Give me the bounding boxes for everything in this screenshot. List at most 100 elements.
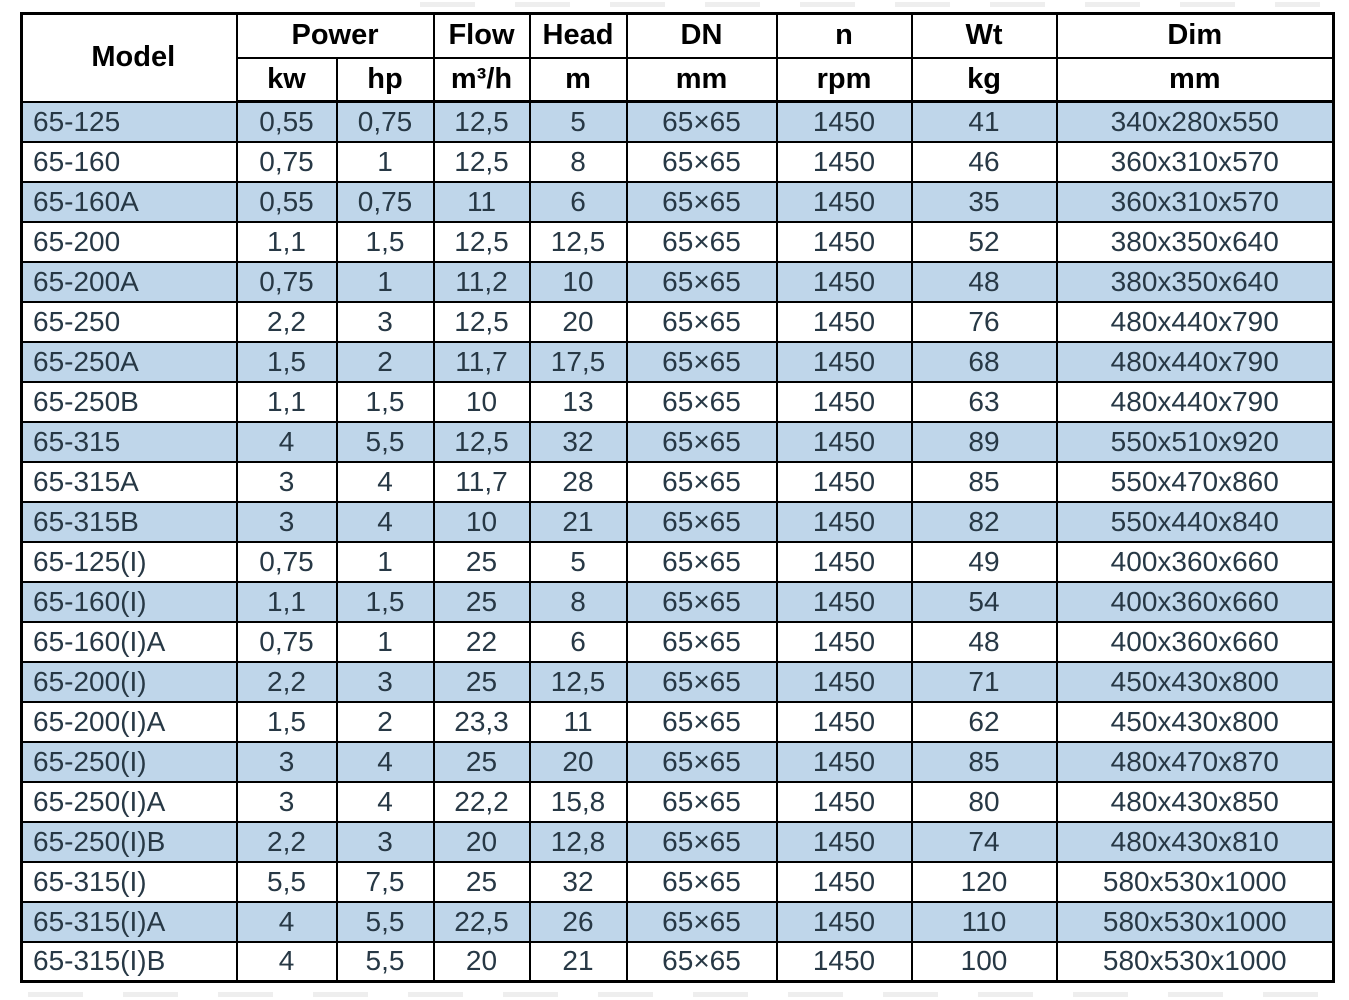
value-cell: 6	[528, 180, 628, 223]
value-cell: 1,1	[235, 220, 338, 263]
value-cell: 1450	[775, 900, 913, 943]
value-cell: 5	[528, 540, 628, 583]
value-cell: 65×65	[625, 140, 778, 183]
value-cell: 480x440x790	[1055, 380, 1335, 423]
table-row: 65-125 0,55 0,75 12,5 5 65×65 1450 41 340x280x55…	[20, 100, 1335, 143]
value-cell: 11	[528, 700, 628, 743]
value-cell: 48	[910, 260, 1058, 303]
value-cell: 11,2	[432, 260, 531, 303]
model-cell: 65-200(I)	[20, 660, 238, 703]
value-cell: 480x470x870	[1055, 740, 1335, 783]
model-cell: 65-315B	[20, 500, 238, 543]
value-cell: 4	[335, 500, 435, 543]
value-cell: 10	[432, 380, 531, 423]
value-cell: 4	[235, 940, 338, 983]
value-cell: 65×65	[625, 340, 778, 383]
value-cell: 5,5	[335, 940, 435, 983]
value-cell: 32	[528, 420, 628, 463]
col-header-wt: Wt	[910, 12, 1058, 59]
value-cell: 0,55	[235, 180, 338, 223]
value-cell: 1450	[775, 460, 913, 503]
value-cell: 12,5	[432, 420, 531, 463]
value-cell: 1	[335, 140, 435, 183]
value-cell: 0,75	[235, 260, 338, 303]
value-cell: 65×65	[625, 620, 778, 663]
model-cell: 65-125	[20, 100, 238, 143]
value-cell: 17,5	[528, 340, 628, 383]
value-cell: 1450	[775, 140, 913, 183]
value-cell: 110	[910, 900, 1058, 943]
value-cell: 480x440x790	[1055, 300, 1335, 343]
value-cell: 8	[528, 580, 628, 623]
value-cell: 3	[335, 820, 435, 863]
value-cell: 12,5	[432, 220, 531, 263]
col-header-dim: Dim	[1055, 12, 1335, 59]
model-cell: 65-125(I)	[20, 540, 238, 583]
value-cell: 12,5	[528, 220, 628, 263]
value-cell: 580x530x1000	[1055, 860, 1335, 903]
value-cell: 23,3	[432, 700, 531, 743]
model-cell: 65-315	[20, 420, 238, 463]
value-cell: 0,75	[235, 140, 338, 183]
model-cell: 65-160(I)	[20, 580, 238, 623]
value-cell: 5,5	[235, 860, 338, 903]
value-cell: 1,5	[235, 340, 338, 383]
value-cell: 11,7	[432, 460, 531, 503]
table-header: Model Power Flow Head DN n Wt Dim kw hp …	[20, 12, 1335, 103]
value-cell: 22	[432, 620, 531, 663]
value-cell: 1450	[775, 380, 913, 423]
table-row: 65-160A 0,55 0,75 11 6 65×65 1450 35 360x310x570	[20, 180, 1335, 223]
value-cell: 12,8	[528, 820, 628, 863]
header-row-units: kw hp m³/h m mm rpm kg mm	[22, 56, 1335, 103]
value-cell: 65×65	[625, 540, 778, 583]
value-cell: 1	[335, 620, 435, 663]
col-header-dn: DN	[625, 12, 778, 59]
value-cell: 65×65	[625, 860, 778, 903]
unit-dn: mm	[625, 56, 778, 103]
value-cell: 5	[528, 100, 628, 143]
unit-head: m	[528, 56, 628, 103]
value-cell: 1450	[775, 620, 913, 663]
value-cell: 1,5	[335, 220, 435, 263]
value-cell: 22,2	[432, 780, 531, 823]
value-cell: 65×65	[625, 220, 778, 263]
table-row: 65-200(I)A 1,5 2 23,3 11 65×65 1450 62 450x430x8…	[20, 700, 1335, 743]
value-cell: 21	[528, 500, 628, 543]
table-row: 65-315(I)A 4 5,5 22,5 26 65×65 1450 110 580x530x…	[20, 900, 1335, 943]
value-cell: 48	[910, 620, 1058, 663]
table-row: 65-125(I) 0,75 1 25 5 65×65 1450 49 400x360x660	[20, 540, 1335, 583]
value-cell: 46	[910, 140, 1058, 183]
unit-kw: kw	[235, 56, 338, 103]
pump-spec-table: Model Power Flow Head DN n Wt Dim kw hp …	[20, 12, 1335, 983]
model-cell: 65-315(I)B	[20, 940, 238, 983]
value-cell: 65×65	[625, 940, 778, 983]
model-cell: 65-250B	[20, 380, 238, 423]
header-row-labels: Model Power Flow Head DN n Wt Dim	[20, 12, 1335, 103]
value-cell: 54	[910, 580, 1058, 623]
value-cell: 80	[910, 780, 1058, 823]
table-row: 65-250A 1,5 2 11,7 17,5 65×65 1450 68 480x440x79…	[20, 340, 1335, 383]
value-cell: 120	[910, 860, 1058, 903]
value-cell: 1450	[775, 340, 913, 383]
table-row: 65-160(I)A 0,75 1 22 6 65×65 1450 48 400x360x660	[20, 620, 1335, 663]
value-cell: 41	[910, 100, 1058, 143]
value-cell: 65×65	[625, 460, 778, 503]
unit-hp: hp	[335, 56, 435, 103]
value-cell: 450x430x800	[1055, 700, 1335, 743]
value-cell: 3	[235, 780, 338, 823]
value-cell: 85	[910, 460, 1058, 503]
value-cell: 550x470x860	[1055, 460, 1335, 503]
model-cell: 65-250(I)	[20, 740, 238, 783]
value-cell: 20	[528, 740, 628, 783]
value-cell: 65×65	[625, 420, 778, 463]
value-cell: 25	[432, 740, 531, 783]
model-cell: 65-160(I)A	[20, 620, 238, 663]
model-cell: 65-250(I)B	[20, 820, 238, 863]
value-cell: 65×65	[625, 180, 778, 223]
value-cell: 15,8	[528, 780, 628, 823]
value-cell: 3	[235, 460, 338, 503]
value-cell: 5,5	[335, 900, 435, 943]
value-cell: 0,75	[335, 180, 435, 223]
value-cell: 7,5	[335, 860, 435, 903]
table-row: 65-160(I) 1,1 1,5 25 8 65×65 1450 54 400x360x660	[20, 580, 1335, 623]
